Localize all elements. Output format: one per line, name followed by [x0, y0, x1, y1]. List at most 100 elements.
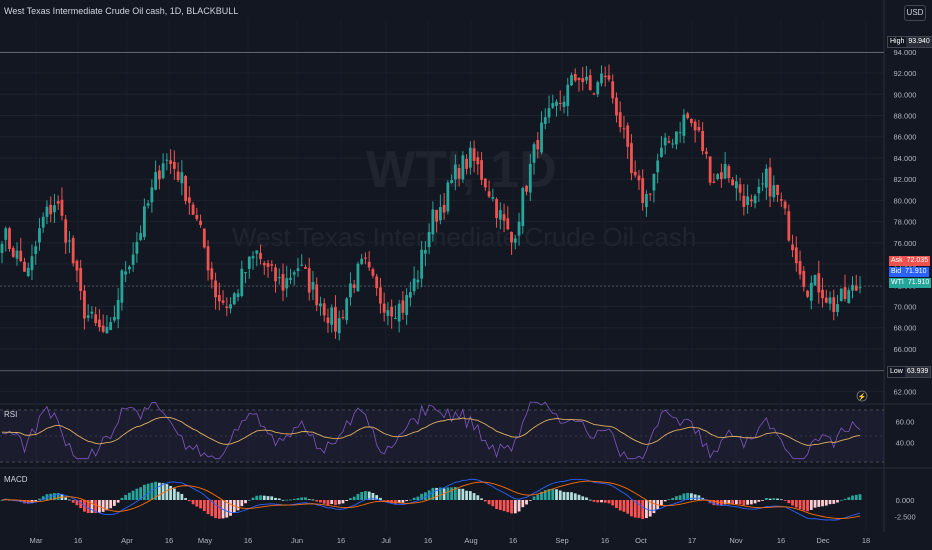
- candle-body: [761, 183, 764, 185]
- last-tag-label: WTI: [891, 279, 904, 286]
- macd-histogram-bar: [450, 487, 454, 500]
- macd-histogram-bar: [757, 500, 761, 502]
- candle-body: [791, 244, 794, 251]
- macd-histogram-bar: [202, 500, 206, 512]
- last-tag-value: 71.910: [907, 279, 930, 286]
- macd-histogram-bar: [498, 500, 502, 510]
- candle-body: [334, 307, 337, 332]
- macd-histogram-bar: [779, 499, 783, 501]
- macd-histogram-bar: [483, 500, 487, 502]
- macd-histogram-bar: [794, 500, 798, 508]
- macd-histogram-bar: [746, 500, 749, 505]
- macd-histogram-bar: [217, 500, 221, 519]
- candle-body: [195, 215, 199, 220]
- candle-body: [109, 322, 113, 330]
- candle-body: [311, 281, 315, 290]
- candle-body: [401, 300, 405, 313]
- macd-histogram-bar: [637, 500, 641, 518]
- macd-histogram-bar: [742, 500, 746, 506]
- candle-body: [742, 195, 746, 207]
- candle-body: [60, 199, 64, 216]
- macd-histogram-bar: [300, 497, 304, 500]
- candle-body: [405, 295, 409, 315]
- candle-body: [49, 204, 53, 215]
- candle-body: [704, 151, 708, 154]
- candle-body: [787, 211, 791, 241]
- x-tick-label: Oct: [635, 536, 648, 545]
- candle-body: [427, 231, 431, 248]
- candle-body: [438, 207, 442, 221]
- candle-body: [832, 297, 836, 313]
- candle-body: [671, 143, 675, 145]
- macd-histogram-bar: [172, 488, 176, 500]
- candle-body: [68, 240, 71, 242]
- candle-body: [113, 316, 116, 321]
- candle-body: [416, 279, 420, 283]
- candle-body: [172, 161, 176, 169]
- candle-body: [165, 159, 169, 161]
- candle-body: [517, 221, 521, 236]
- x-tick-label: May: [198, 536, 212, 545]
- candle-body: [802, 270, 806, 287]
- candle-body: [585, 76, 588, 81]
- candle-body: [262, 263, 266, 266]
- low-tag: Low 63.939: [887, 366, 932, 378]
- candle-body: [11, 248, 15, 257]
- macd-histogram-bar: [214, 500, 217, 519]
- macd-histogram-bar: [360, 491, 364, 500]
- candle-body: [547, 108, 551, 118]
- macd-histogram-bar: [491, 500, 495, 507]
- candle-body: [716, 174, 720, 180]
- macd-histogram-bar: [386, 500, 390, 502]
- candle-body: [341, 316, 345, 318]
- candle-body: [798, 261, 802, 275]
- macd-histogram-bar: [566, 492, 570, 500]
- macd-histogram-bar: [337, 500, 341, 505]
- high-tag: High 93.940: [887, 36, 932, 48]
- candle-body: [734, 181, 738, 189]
- candle-body: [757, 186, 761, 194]
- bid-tag: Bid 71.910: [889, 267, 929, 277]
- candle-body: [375, 276, 379, 289]
- candle-body: [472, 148, 476, 161]
- macd-histogram-bar: [734, 500, 738, 505]
- candle-body: [105, 326, 109, 334]
- macd-histogram-bar: [71, 500, 75, 503]
- macd-histogram-bar: [581, 496, 585, 500]
- macd-histogram-bar: [356, 493, 360, 500]
- macd-histogram-bar: [131, 490, 135, 500]
- candle-body: [543, 117, 547, 124]
- macd-histogram-bar: [367, 491, 371, 500]
- macd-histogram-bar: [420, 493, 424, 500]
- candle-body: [645, 194, 648, 208]
- candle-body: [53, 205, 56, 213]
- macd-histogram-bar: [600, 500, 603, 503]
- macd-histogram-bar: [274, 497, 277, 500]
- candle-body: [435, 209, 439, 222]
- macd-histogram-bar: [75, 500, 79, 506]
- candle-body: [641, 178, 645, 203]
- candle-body: [322, 303, 326, 316]
- candle-body: [570, 75, 573, 86]
- candle-body: [352, 284, 356, 288]
- macd-histogram-bar: [832, 500, 836, 504]
- candle-body: [536, 139, 540, 150]
- x-tick-label: Jun: [291, 536, 303, 545]
- candle-body: [858, 287, 862, 289]
- macd-histogram-bar: [468, 491, 472, 500]
- macd-histogram-bar: [165, 484, 169, 500]
- macd-histogram-bar: [607, 500, 611, 504]
- candle-body: [292, 272, 296, 275]
- currency-button[interactable]: USD: [904, 5, 926, 21]
- x-tick-label: Mar: [30, 536, 43, 545]
- macd-histogram-bar: [622, 500, 626, 512]
- macd-histogram-bar: [611, 500, 615, 506]
- candle-body: [540, 122, 543, 153]
- x-tick-label: 16: [601, 536, 609, 545]
- candle-body: [221, 300, 225, 303]
- macd-histogram-bar: [315, 500, 319, 502]
- candle-body: [19, 250, 23, 262]
- macd-histogram-bar: [585, 497, 588, 500]
- candle-body: [813, 274, 817, 286]
